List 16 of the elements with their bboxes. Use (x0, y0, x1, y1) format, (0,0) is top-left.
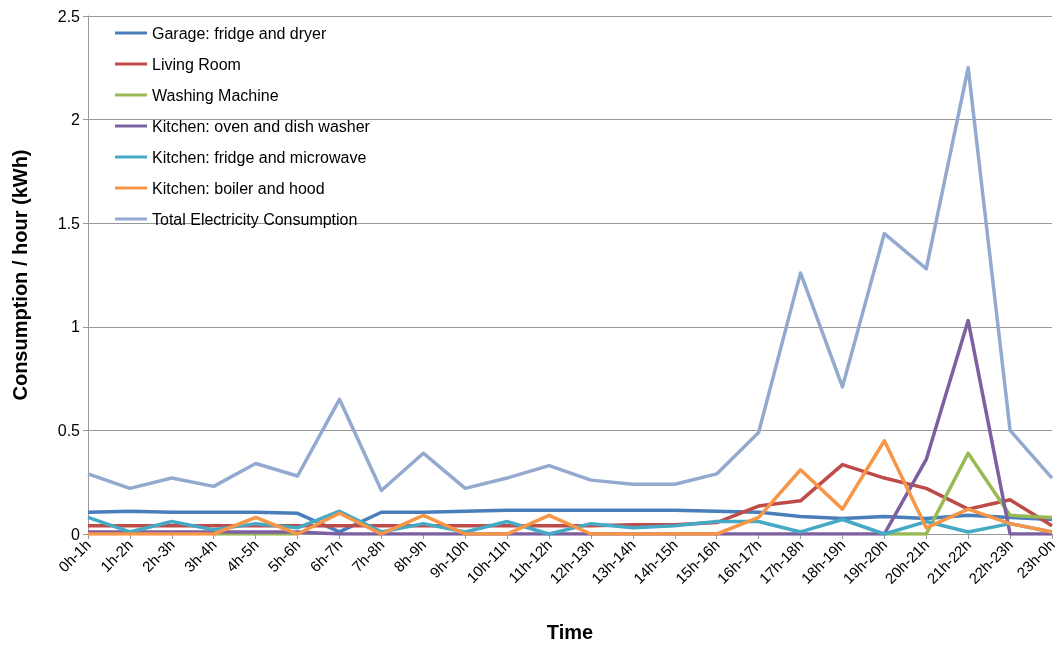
y-tick-label: 1 (71, 318, 81, 336)
legend-label: Garage: fridge and dryer (152, 24, 327, 42)
y-tick-label: 1.5 (57, 214, 81, 232)
legend-label: Total Electricity Consumption (152, 210, 358, 228)
y-tick-label: 0.5 (57, 421, 81, 439)
y-tick-label: 0 (71, 525, 81, 543)
legend-label: Kitchen: boiler and hood (152, 179, 325, 197)
y-tick-label: 2 (71, 111, 81, 129)
legend-label: Washing Machine (152, 86, 279, 104)
legend-label: Kitchen: oven and dish washer (152, 117, 371, 135)
legend-label: Living Room (152, 55, 241, 73)
x-axis-title: Time (546, 621, 594, 643)
y-tick-label: 2.5 (57, 7, 81, 25)
y-axis-title: Consumption / hour (kWh) (9, 149, 31, 401)
line-series (86, 439, 1054, 536)
legend-label: Kitchen: fridge and microwave (152, 148, 367, 166)
